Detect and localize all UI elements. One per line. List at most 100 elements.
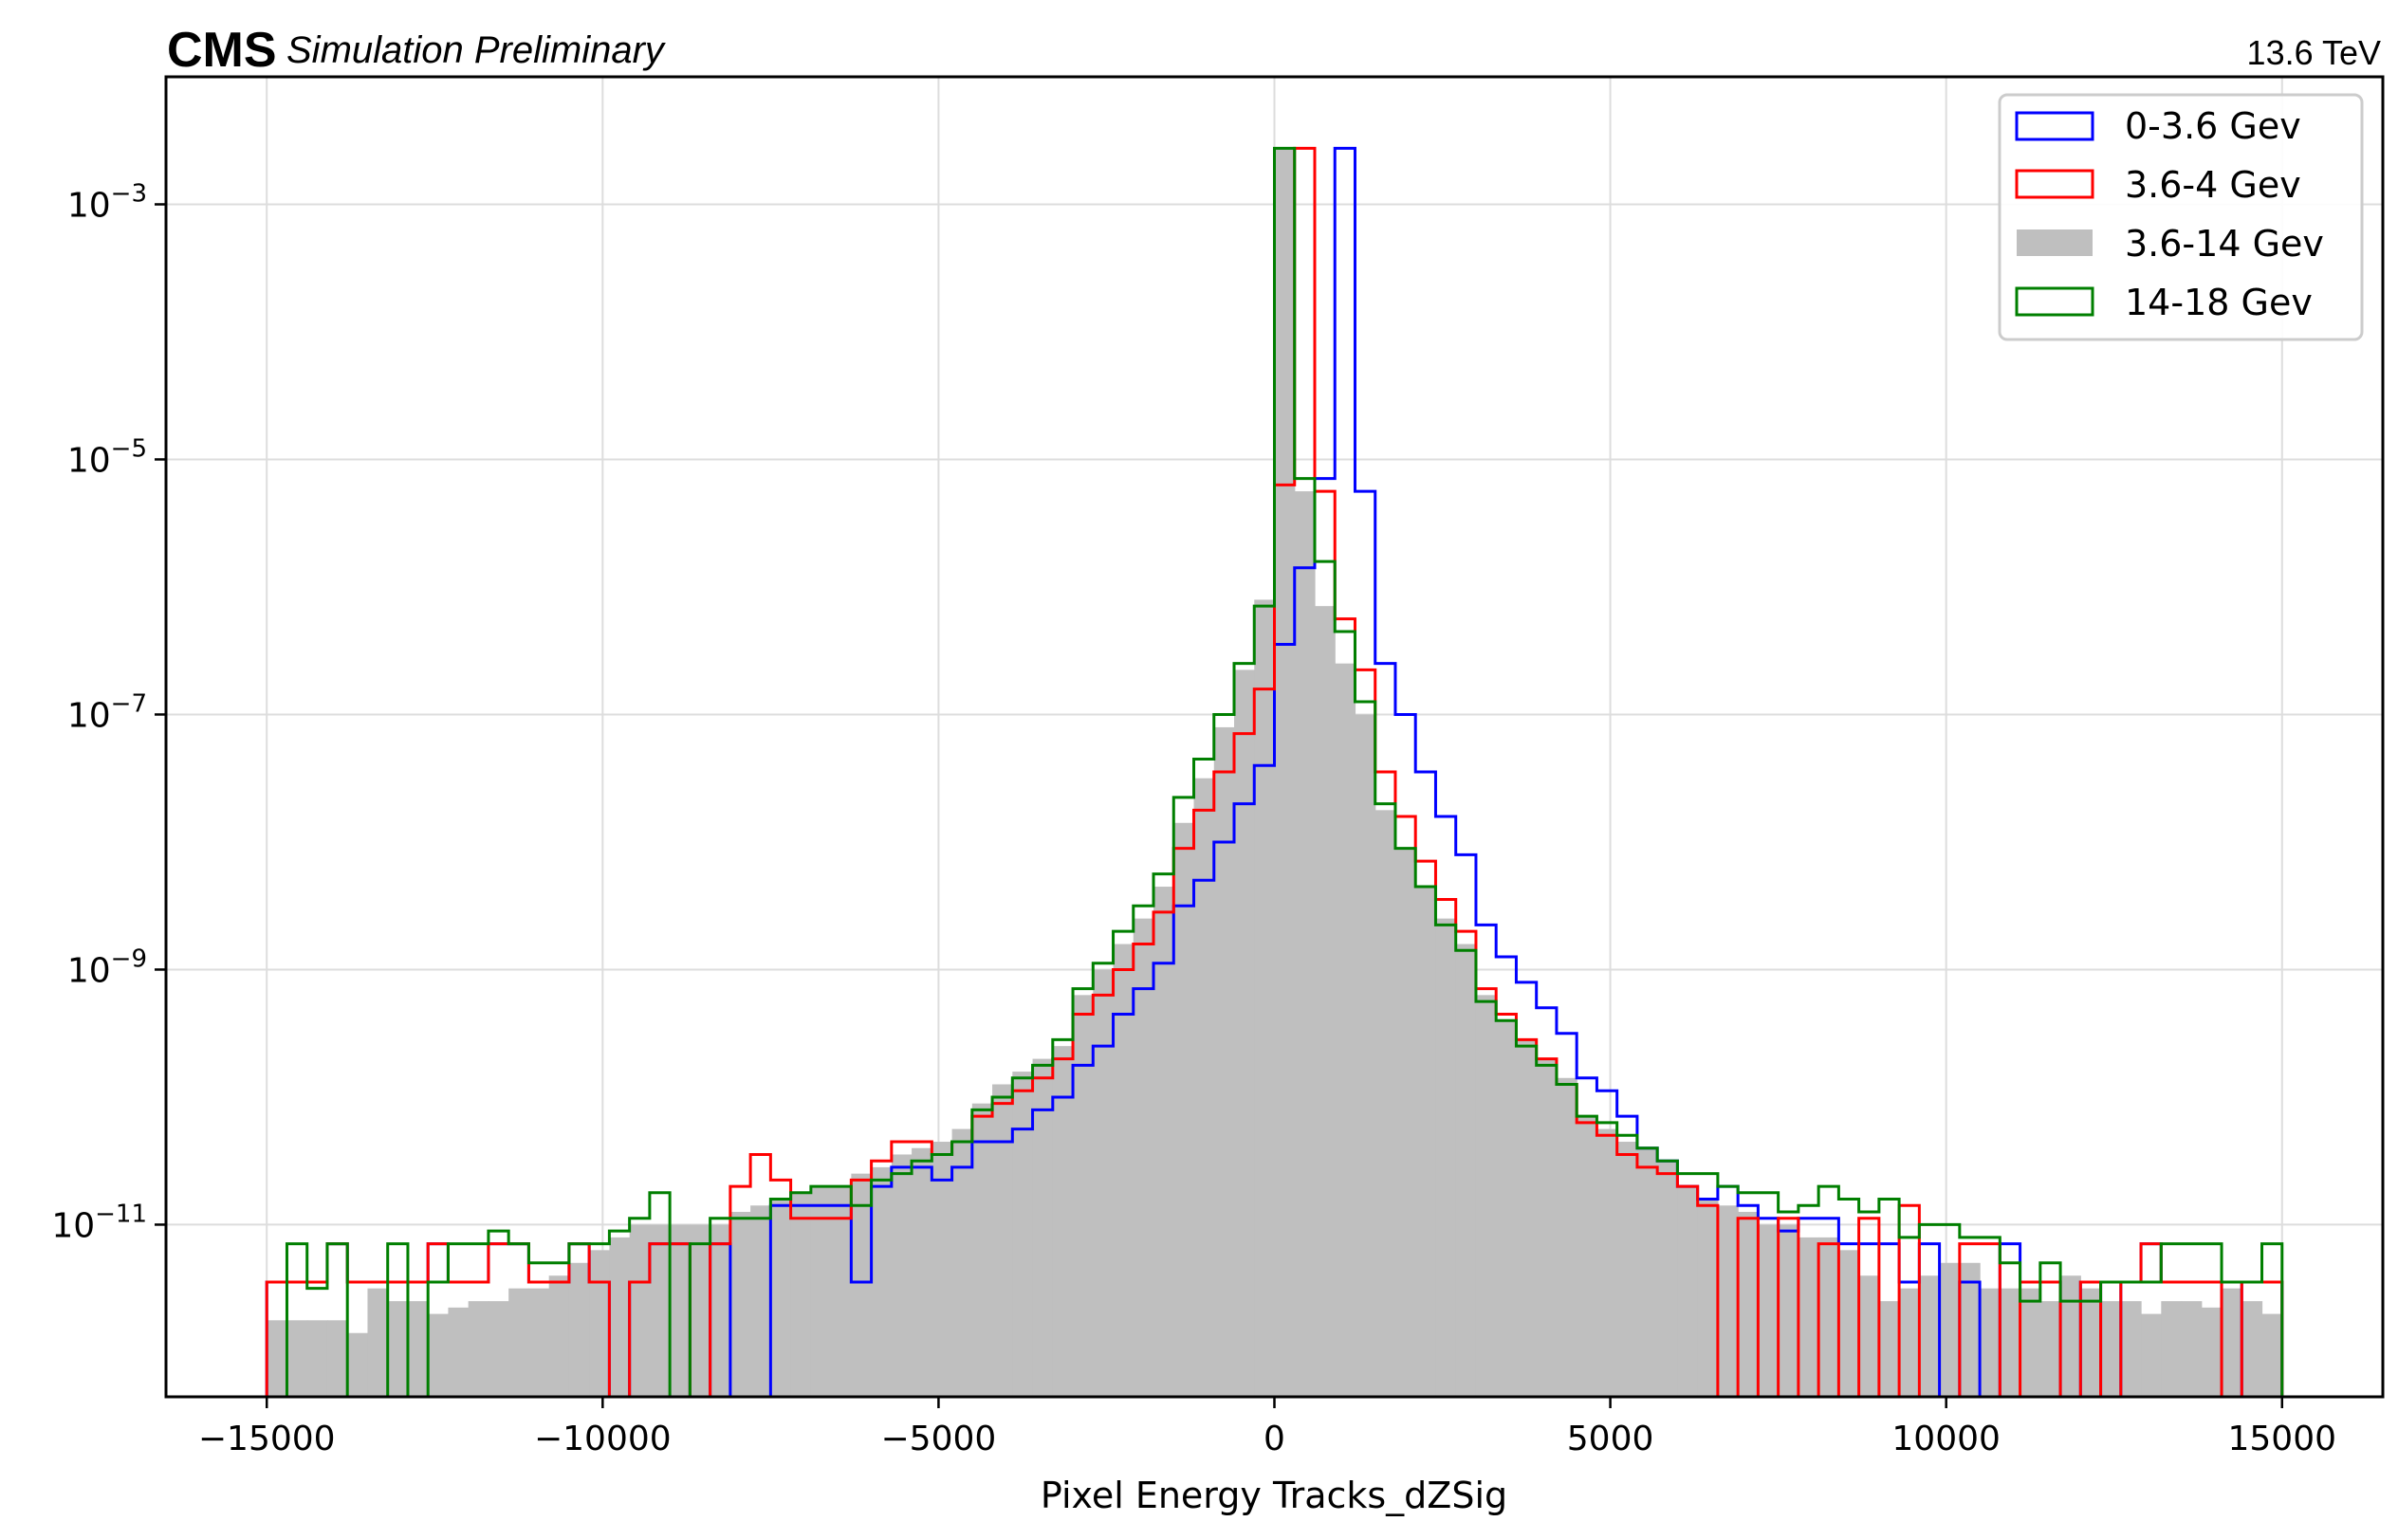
gray-bar	[871, 1166, 893, 1397]
gray-bar	[971, 1103, 993, 1397]
legend-swatch-gray	[2017, 229, 2093, 256]
legend-swatch-blue	[2015, 111, 2094, 141]
gray-bar	[1335, 663, 1356, 1397]
x-tick-label: 10000	[1891, 1420, 2001, 1458]
gray-bar	[2261, 1313, 2283, 1397]
gray-bar	[2100, 1301, 2122, 1397]
gray-bar	[1052, 1046, 1074, 1397]
gray-bar	[1234, 669, 1255, 1397]
gray-bar	[1314, 606, 1336, 1397]
energy-label: 13.6 TeV	[2247, 33, 2381, 72]
y-tick-label: 10−7	[67, 689, 147, 735]
y-tick-label: 10−5	[67, 434, 147, 480]
gray-bar	[1838, 1250, 1860, 1397]
gray-bar	[1818, 1237, 1839, 1397]
gray-bar	[1193, 778, 1215, 1397]
x-tick-label: −5000	[881, 1420, 997, 1458]
legend-label-green: 14-18 Gev	[2125, 282, 2313, 323]
gray-bar	[810, 1186, 832, 1397]
x-tick-label: 15000	[2228, 1420, 2337, 1458]
gray-bar	[1919, 1275, 1941, 1397]
legend-label-blue: 0-3.6 Gev	[2125, 105, 2301, 147]
gray-bar	[1012, 1072, 1034, 1397]
gray-bar	[670, 1224, 691, 1397]
step-line-red	[265, 146, 2284, 1399]
gray-bar	[770, 1199, 792, 1397]
gray-bar	[831, 1186, 852, 1397]
gray-bar	[1355, 714, 1376, 1397]
y-tick-exponent: −5	[111, 434, 147, 463]
gray-bar	[1536, 1058, 1558, 1397]
y-tick-exponent: −7	[111, 689, 147, 718]
y-tick-base: 10	[67, 951, 111, 990]
gray-bar	[1133, 918, 1154, 1397]
gray-bar	[1173, 822, 1195, 1397]
gray-bar	[891, 1154, 913, 1397]
gray-bar	[1435, 918, 1457, 1397]
x-tick-label: −15000	[198, 1420, 336, 1458]
gray-bar	[1516, 1039, 1538, 1397]
gray-bar	[790, 1192, 812, 1397]
gray-bar	[1959, 1262, 1981, 1397]
gray-bar	[306, 1320, 328, 1397]
y-tick-base: 10	[67, 186, 111, 225]
gray-bar	[2181, 1301, 2203, 1397]
x-tick-label: −10000	[534, 1420, 672, 1458]
gray-bar	[1677, 1186, 1699, 1397]
gray-bar	[2141, 1313, 2162, 1397]
cms-subtitle: Simulation Preliminary	[286, 29, 667, 71]
gray-bar	[367, 1288, 389, 1397]
y-tick-base: 10	[67, 441, 111, 480]
gray-bar	[1274, 148, 1296, 1398]
gray-bar	[1616, 1142, 1638, 1397]
legend: 0-3.6 Gev 3.6-4 Gev 3.6-14 Gev 14-18 Gev	[1998, 93, 2364, 341]
gray-bar	[1556, 1077, 1577, 1397]
gray-bar	[528, 1288, 550, 1397]
gray-bar	[1093, 969, 1115, 1397]
legend-box	[1998, 93, 2364, 341]
gray-bar	[1596, 1128, 1618, 1397]
gray-bar	[568, 1262, 590, 1397]
gray-bar	[1717, 1205, 1739, 1397]
legend-label-gray: 3.6-14 Gev	[2125, 223, 2324, 265]
gray-bar	[1657, 1161, 1679, 1397]
gray-bar	[1878, 1301, 1900, 1397]
y-tick-label: 10−3	[67, 179, 147, 225]
gray-bar	[1858, 1275, 1880, 1397]
gray-bar	[690, 1224, 711, 1397]
gray-bar	[387, 1301, 409, 1397]
gray-bar	[1758, 1224, 1780, 1397]
gray-bar	[1899, 1288, 1920, 1397]
legend-label-red: 3.6-4 Gev	[2125, 164, 2301, 206]
gray-bar	[851, 1173, 873, 1397]
gray-bar	[750, 1205, 771, 1397]
gray-bar	[2020, 1288, 2041, 1397]
gray-bar	[448, 1307, 470, 1397]
gray-bar	[649, 1224, 671, 1397]
y-tick-base: 10	[67, 696, 111, 735]
gray-bar	[1778, 1224, 1799, 1397]
gray-bar	[2241, 1301, 2263, 1397]
gray-bar	[1798, 1237, 1819, 1397]
gray-bar	[1980, 1288, 2001, 1397]
gray-bar	[2060, 1275, 2081, 1397]
gray-bar	[347, 1332, 369, 1397]
x-axis-title: Pixel Energy Tracks_dZSig	[1041, 1475, 1507, 1516]
gray-bar	[1939, 1262, 1961, 1397]
gray-bar	[1738, 1211, 1759, 1397]
gray-bar	[951, 1128, 973, 1397]
step-line-green	[267, 146, 2284, 1399]
gray-bar	[1073, 995, 1094, 1397]
y-tick-exponent: −9	[111, 944, 147, 973]
y-tick-label: 10−9	[67, 944, 147, 990]
gray-bar	[1374, 810, 1396, 1397]
y-tick-exponent: −11	[95, 1200, 147, 1228]
gray-bar	[912, 1147, 932, 1397]
gray-bar	[1213, 726, 1235, 1397]
gray-bar	[1254, 599, 1276, 1397]
gray-bar	[548, 1275, 570, 1397]
gray-bar	[2039, 1301, 2061, 1397]
filled-series-bars	[267, 148, 2283, 1398]
gray-bar	[1153, 887, 1174, 1397]
gray-bar	[1636, 1147, 1658, 1397]
